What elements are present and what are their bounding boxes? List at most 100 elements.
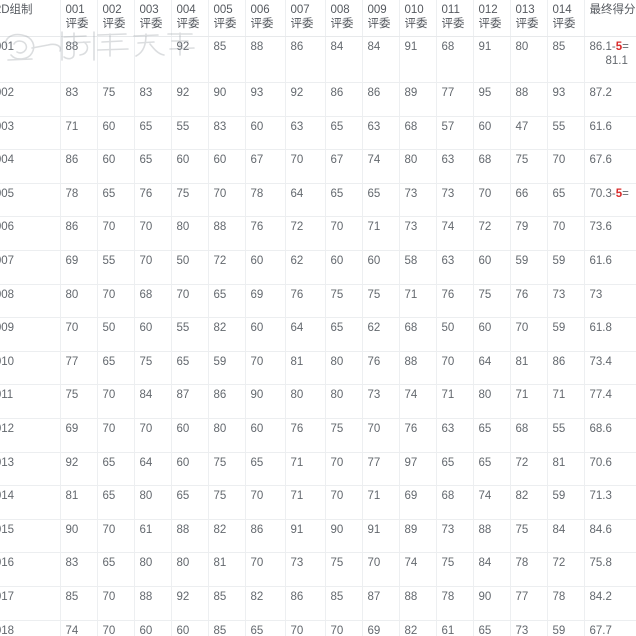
score-cell[interactable]: 69 (399, 485, 437, 520)
score-cell[interactable] (97, 36, 135, 83)
row-label[interactable]: -003 (0, 116, 61, 151)
score-cell[interactable]: 65 (97, 183, 135, 218)
column-header-0[interactable]: -2D组制 (0, 0, 61, 37)
score-cell[interactable]: 65 (245, 620, 286, 636)
score-cell[interactable]: 73 (285, 552, 326, 587)
score-cell[interactable]: 70 (60, 317, 98, 352)
score-cell[interactable]: 72 (473, 216, 511, 251)
score-cell[interactable]: 78 (547, 586, 585, 621)
score-cell[interactable]: 85 (208, 620, 246, 636)
row-label[interactable]: -004 (0, 149, 61, 184)
score-cell[interactable]: 91 (399, 36, 437, 83)
score-cell[interactable]: 86 (208, 384, 246, 419)
score-cell[interactable]: 60 (245, 317, 286, 352)
final-score-cell[interactable]: 73.6 (584, 216, 636, 251)
score-cell[interactable]: 63 (436, 149, 474, 184)
row-label[interactable]: -008 (0, 284, 61, 319)
score-cell[interactable]: 65 (134, 116, 172, 151)
score-cell[interactable]: 73 (436, 519, 474, 554)
score-cell[interactable]: 74 (362, 149, 400, 184)
column-header-7[interactable]: 007评委 (285, 0, 326, 37)
score-cell[interactable]: 77 (60, 351, 98, 386)
score-cell[interactable]: 65 (208, 284, 246, 319)
score-cell[interactable]: 50 (436, 317, 474, 352)
score-cell[interactable]: 87 (362, 586, 400, 621)
column-header-8[interactable]: 008 评委 (325, 0, 363, 37)
score-cell[interactable]: 83 (60, 82, 98, 117)
column-header-11[interactable]: 011 评委 (436, 0, 474, 37)
score-cell[interactable]: 59 (547, 485, 585, 520)
column-header-14[interactable]: 014评委 (547, 0, 585, 37)
score-cell[interactable]: 91 (473, 36, 511, 83)
column-header-2[interactable]: 002评委 (97, 0, 135, 37)
score-cell[interactable]: 65 (547, 183, 585, 218)
score-cell[interactable]: 70 (325, 216, 363, 251)
score-cell[interactable]: 68 (134, 284, 172, 319)
final-score-cell[interactable]: 73 (584, 284, 636, 319)
score-cell[interactable]: 68 (399, 317, 437, 352)
score-cell[interactable]: 75 (473, 284, 511, 319)
score-cell[interactable]: 90 (245, 384, 286, 419)
score-cell[interactable]: 85 (325, 586, 363, 621)
score-cell[interactable]: 61 (134, 519, 172, 554)
score-cell[interactable]: 65 (325, 183, 363, 218)
score-cell[interactable]: 68 (510, 418, 548, 453)
score-cell[interactable]: 90 (325, 519, 363, 554)
score-cell[interactable]: 80 (171, 216, 209, 251)
score-cell[interactable]: 70 (245, 351, 286, 386)
score-cell[interactable]: 74 (399, 384, 437, 419)
score-cell[interactable]: 66 (510, 183, 548, 218)
score-cell[interactable]: 70 (362, 418, 400, 453)
score-cell[interactable]: 70 (97, 284, 135, 319)
score-cell[interactable]: 83 (60, 552, 98, 587)
score-cell[interactable]: 59 (547, 317, 585, 352)
score-cell[interactable]: 65 (325, 116, 363, 151)
score-cell[interactable]: 76 (362, 351, 400, 386)
score-cell[interactable]: 86 (285, 586, 326, 621)
row-label[interactable]: -006 (0, 216, 61, 251)
score-cell[interactable]: 55 (547, 418, 585, 453)
score-cell[interactable]: 70 (325, 485, 363, 520)
score-cell[interactable]: 60 (473, 317, 511, 352)
score-cell[interactable]: 68 (473, 149, 511, 184)
score-cell[interactable]: 62 (285, 250, 326, 285)
score-cell[interactable] (134, 36, 172, 83)
score-cell[interactable]: 70 (285, 620, 326, 636)
score-cell[interactable]: 60 (171, 620, 209, 636)
score-cell[interactable]: 64 (285, 317, 326, 352)
score-cell[interactable]: 86 (285, 36, 326, 83)
score-cell[interactable]: 72 (547, 552, 585, 587)
score-cell[interactable]: 80 (134, 485, 172, 520)
score-cell[interactable]: 65 (97, 351, 135, 386)
score-cell[interactable]: 88 (473, 519, 511, 554)
score-cell[interactable]: 85 (208, 36, 246, 83)
score-cell[interactable]: 75 (325, 284, 363, 319)
final-score-cell[interactable]: 86.1-5= 81.1 (584, 36, 636, 83)
final-score-cell[interactable]: 61.8 (584, 317, 636, 352)
score-cell[interactable]: 80 (399, 149, 437, 184)
score-cell[interactable]: 88 (60, 36, 98, 83)
score-cell[interactable]: 78 (436, 586, 474, 621)
score-cell[interactable]: 74 (399, 552, 437, 587)
score-cell[interactable]: 70 (97, 620, 135, 636)
score-cell[interactable]: 65 (325, 317, 363, 352)
score-cell[interactable]: 55 (171, 116, 209, 151)
score-cell[interactable]: 76 (436, 284, 474, 319)
score-cell[interactable]: 75 (134, 351, 172, 386)
score-cell[interactable]: 63 (362, 116, 400, 151)
score-cell[interactable]: 83 (208, 116, 246, 151)
score-cell[interactable]: 80 (325, 351, 363, 386)
score-cell[interactable]: 68 (436, 36, 474, 83)
score-cell[interactable]: 86 (60, 216, 98, 251)
score-cell[interactable]: 63 (436, 250, 474, 285)
row-label[interactable]: -005 (0, 183, 61, 218)
final-score-cell[interactable]: 75.8 (584, 552, 636, 587)
score-cell[interactable]: 57 (436, 116, 474, 151)
score-cell[interactable]: 60 (473, 116, 511, 151)
final-score-cell[interactable]: 70.3-5=65.3 (584, 183, 636, 218)
row-label[interactable]: -012 (0, 418, 61, 453)
row-label[interactable]: -002 (0, 82, 61, 117)
score-cell[interactable]: 60 (97, 116, 135, 151)
final-score-cell[interactable]: 67.7 (584, 620, 636, 636)
score-cell[interactable]: 68 (399, 116, 437, 151)
